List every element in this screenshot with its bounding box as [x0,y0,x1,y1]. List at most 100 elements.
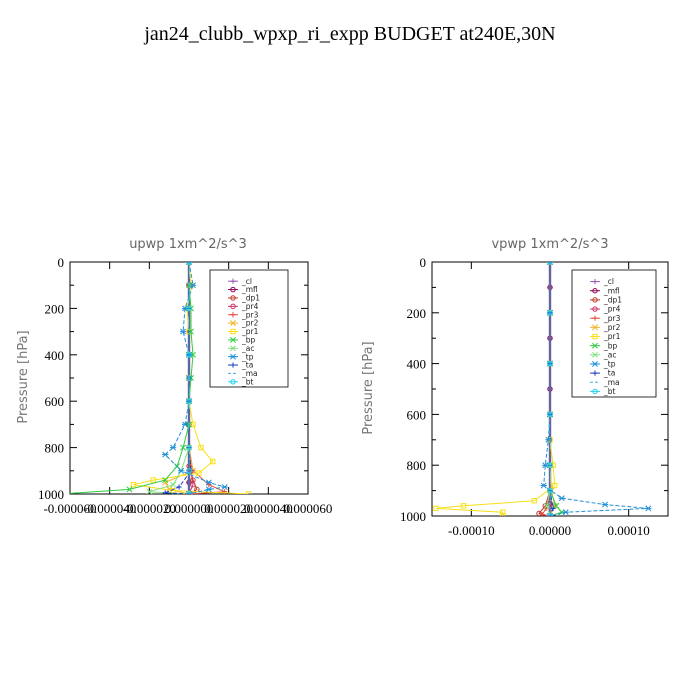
data-point [540,482,547,489]
series-bt [186,262,192,494]
legend-label: _pr3 [241,310,259,319]
data-point [210,458,216,465]
legend-marker [230,328,236,335]
data-point [601,501,609,508]
legend-marker [592,388,598,395]
x-tick-label: 0.00010 [608,523,650,538]
y-tick-label: 200 [407,306,427,321]
y-tick-label: 600 [45,394,65,409]
data-point [186,305,192,312]
data-point [547,262,553,265]
legend-marker [230,379,236,385]
data-point [186,444,192,451]
legend-marker [230,345,236,352]
data-point [558,495,565,502]
series-tp [162,262,228,494]
data-point [198,444,204,451]
x-tick-label: -0.000040 [83,501,136,516]
legend-box [571,269,657,398]
legend-label: _bp [603,341,618,350]
data-point [500,509,506,515]
legend: _cl_mfl_dp1_pr4_pr3_pr2_pr1_bp_ac_tp_ta_… [209,269,289,388]
legend-label: _dp1 [603,295,622,304]
legend-label: _ta [603,369,615,378]
legend-marker [230,320,236,327]
legend-label: _pr2 [603,323,621,332]
x-tick-label: -0.000060 [43,501,96,516]
y-tick-label: 400 [407,357,427,372]
data-point [189,282,197,289]
data-point [170,481,177,488]
legend-label: _cl [241,277,252,286]
legend-marker [592,315,598,321]
legend-marker [592,342,598,349]
legend-marker [592,351,598,358]
legend-marker [591,361,599,367]
legend-box [209,269,289,388]
data-point [177,467,185,474]
x-tick-label: 0.000060 [284,501,333,516]
legend-label: _tp [241,352,254,361]
data-point [531,498,537,504]
legend-label: _pr1 [603,332,621,341]
data-point [130,482,137,488]
data-point [186,398,192,404]
y-tick-label: 0 [58,255,65,270]
chart-panel-vpwp: vpwp 1xm^2/s^3 Pressure [hPa] 0 200 400 600… [361,237,669,538]
data-point [553,502,560,509]
legend-marker [230,336,236,343]
data-point [162,477,169,484]
data-point [552,482,558,489]
series-line [133,262,249,494]
data-point [543,502,550,509]
data-point [162,490,168,494]
panel-title: upwp 1xm^2/s^3 [129,237,247,252]
legend-marker [592,324,598,331]
chart-panel-upwp: upwp 1xm^2/s^3 Pressure [hPa] 0 200 400 600… [16,237,332,516]
legend-marker [230,362,236,368]
data-point [190,421,196,428]
legend-label: _pr1 [241,327,259,336]
data-point [547,360,553,367]
data-point [562,509,569,516]
data-point [500,513,506,516]
x-tick-label: -0.00010 [448,523,495,538]
legend-label: _pr4 [603,305,621,314]
series-bt [547,262,553,516]
legend-marker [592,333,598,340]
legend-label: _mfl [603,286,620,295]
data-point [547,462,553,468]
data-point [547,310,553,316]
data-point [547,411,553,418]
data-point [245,491,252,494]
x-tick-label: 0.00000 [529,523,571,538]
legend-marker [230,278,236,284]
legend-marker [592,370,598,376]
data-point [186,262,192,265]
plot-area [70,262,252,494]
y-tick-label: 200 [45,301,65,316]
data-point [433,505,439,512]
plot-area [433,262,652,516]
legend: _cl_mfl_dp1_pr4_pr3_pr2_pr1_bp_ac_tp_ta_… [571,269,657,398]
legend-label: _pr2 [241,319,259,328]
legend-marker [592,297,598,303]
data-point [170,444,177,451]
legend-label: _ma [241,369,258,378]
data-point [180,444,187,451]
data-point [547,487,553,494]
legend-label: _bt [603,387,616,396]
legend-label: _ac [241,344,254,353]
y-tick-label: 1000 [38,487,64,502]
legend-marker [592,306,598,312]
legend-marker [592,288,598,294]
data-point [539,512,545,516]
data-point [150,477,157,483]
legend-marker [230,303,236,310]
data-point [179,328,187,335]
data-point [645,505,652,512]
legend-marker [230,295,236,301]
legend-marker [592,278,598,285]
data-point [176,484,182,490]
